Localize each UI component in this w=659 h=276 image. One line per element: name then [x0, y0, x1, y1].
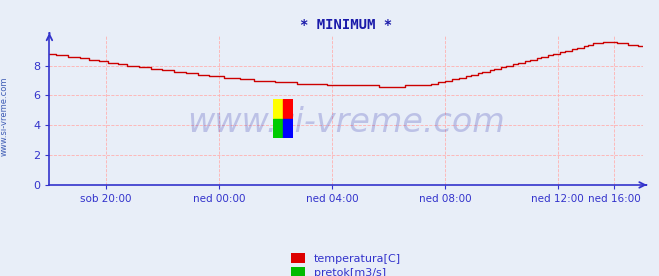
Bar [273, 99, 283, 119]
Text: www.si-vreme.com: www.si-vreme.com [0, 76, 9, 156]
Text: www.si-vreme.com: www.si-vreme.com [187, 106, 505, 139]
Bar [283, 99, 293, 119]
Bar [283, 119, 293, 138]
Legend: temperatura[C], pretok[m3/s]: temperatura[C], pretok[m3/s] [291, 253, 401, 276]
Bar [273, 119, 283, 138]
Title: * MINIMUM *: * MINIMUM * [300, 18, 392, 32]
